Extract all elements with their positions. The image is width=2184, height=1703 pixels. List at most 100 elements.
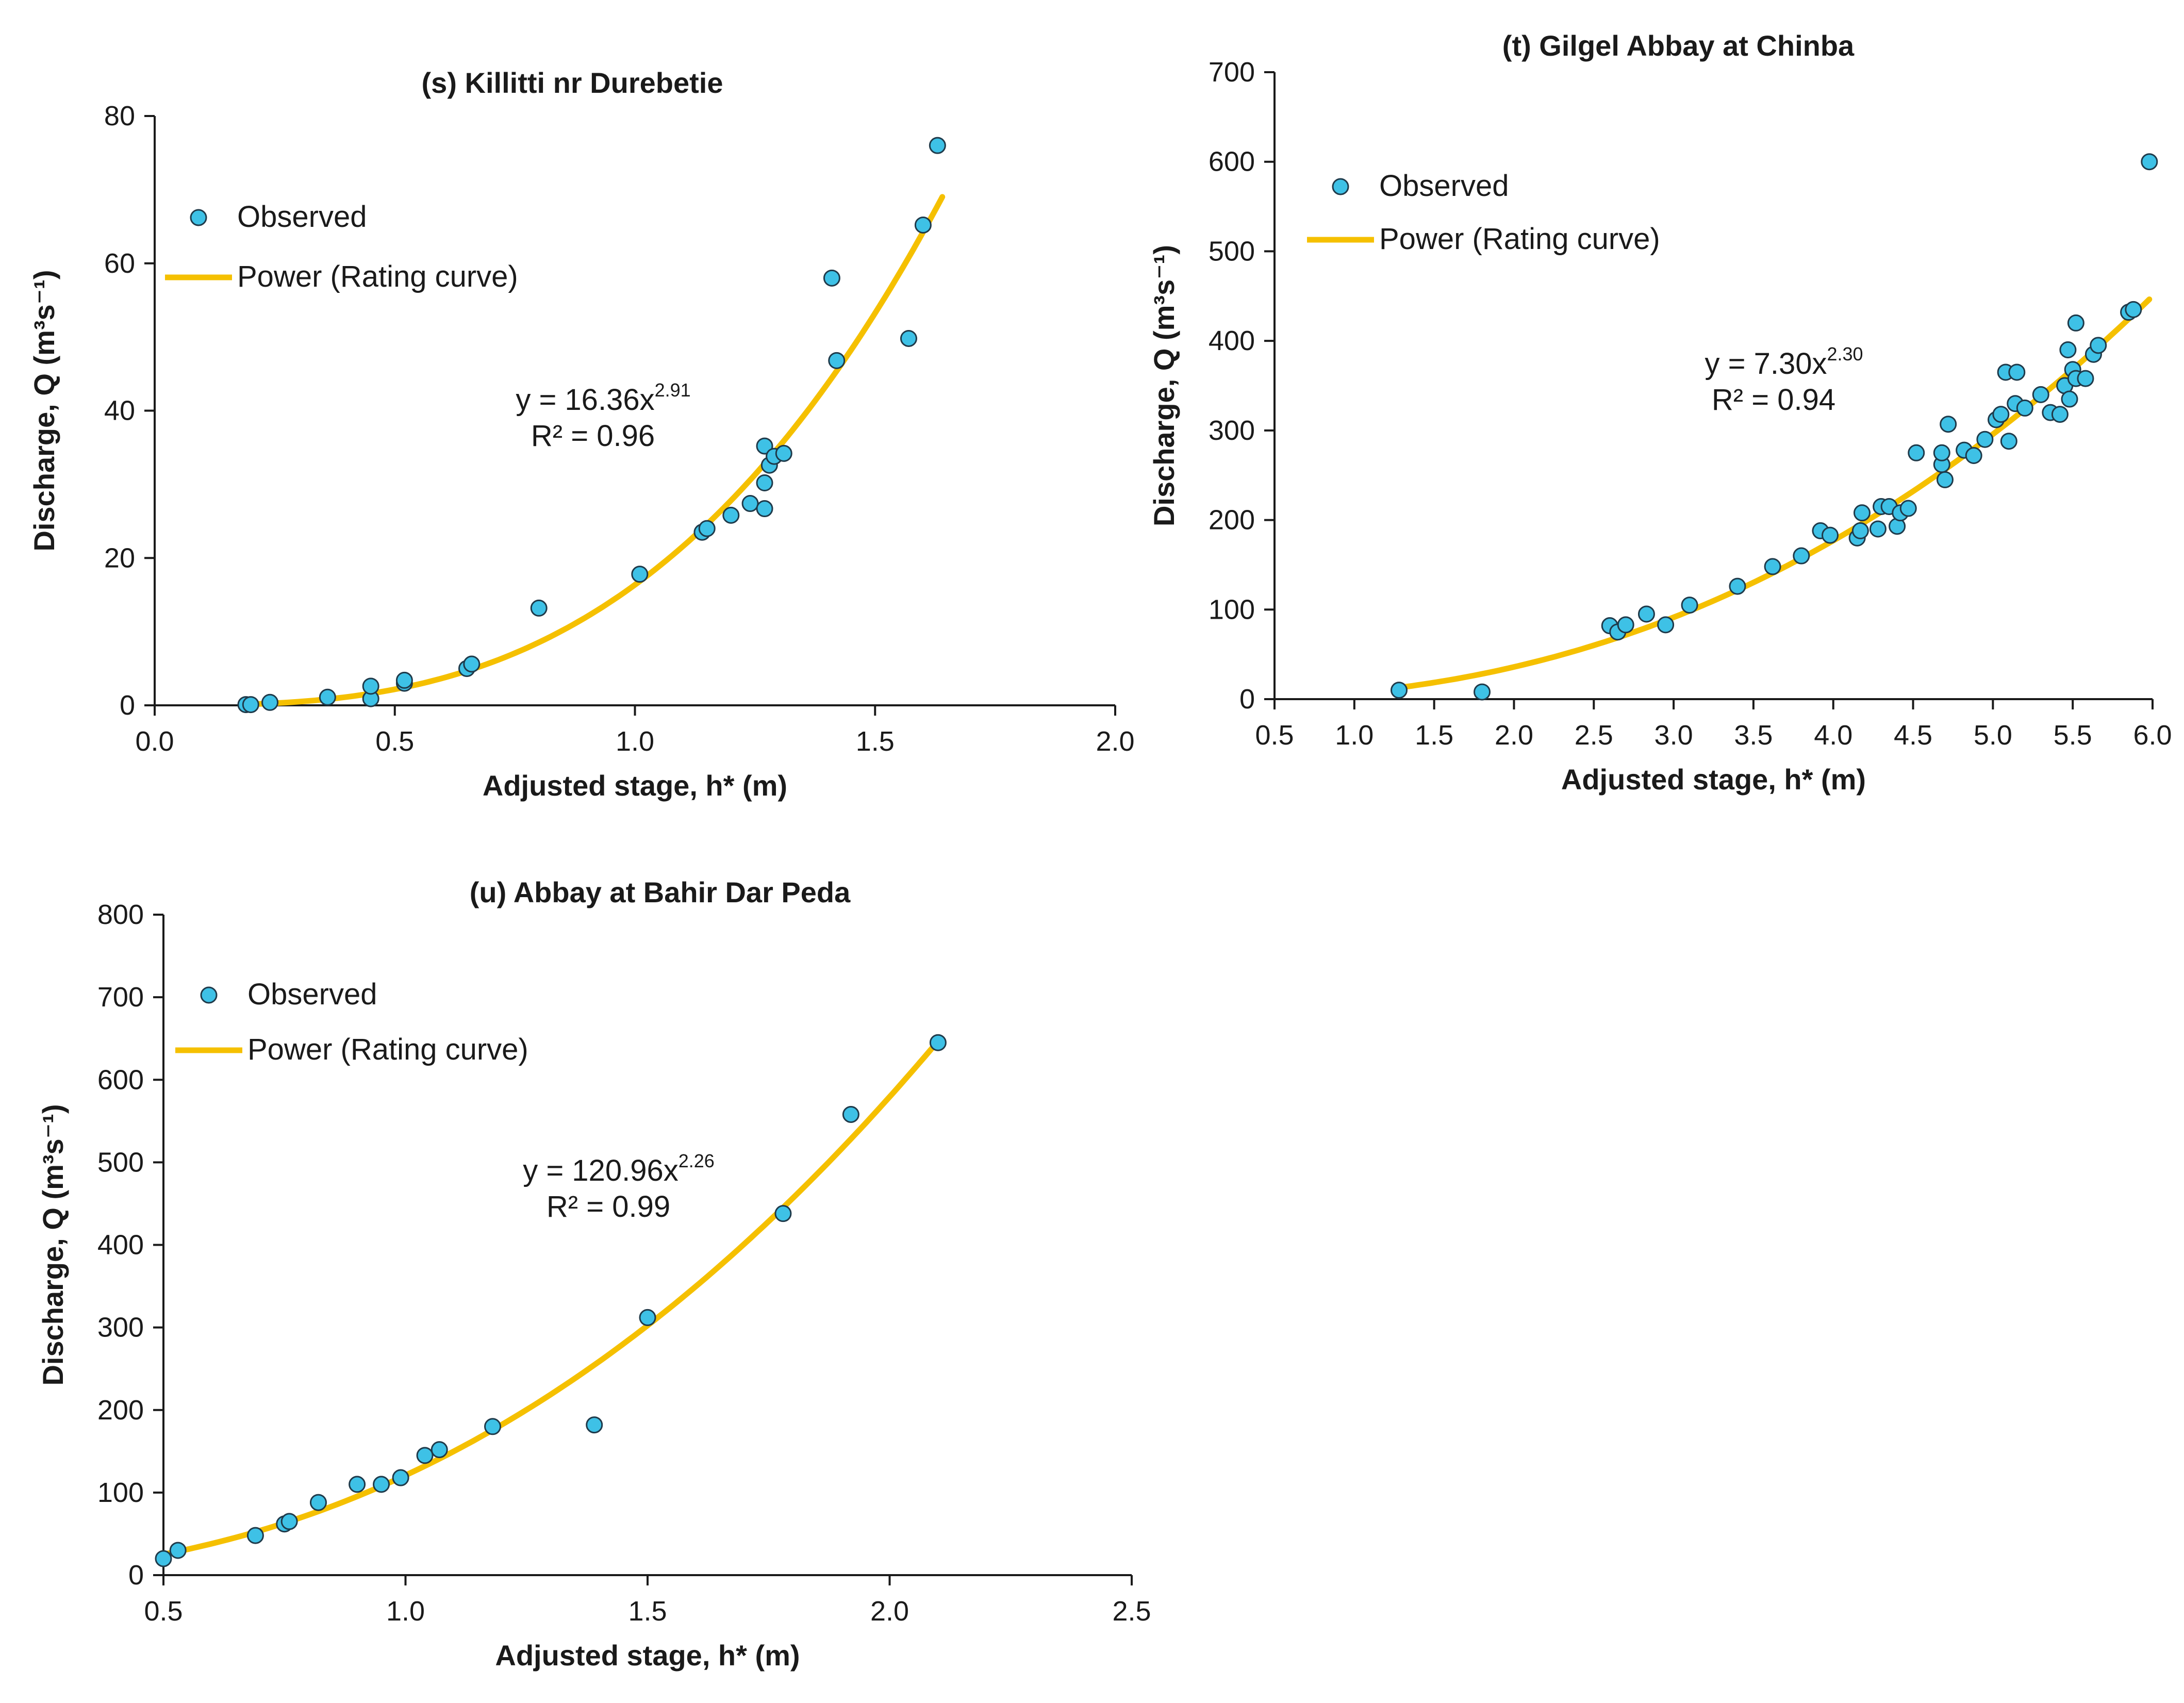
observed-point <box>2016 399 2033 417</box>
observed-point <box>2000 433 2017 450</box>
observed-point <box>261 693 279 711</box>
legend-observed-label: Observed <box>247 978 377 1011</box>
observed-point <box>1908 444 1925 461</box>
chart-title: (u) Abbay at Bahir Dar Peda <box>470 876 851 908</box>
y-tick-label: 40 <box>104 395 135 426</box>
observed-point <box>1869 520 1887 538</box>
y-tick-label: 60 <box>104 248 135 279</box>
observed-point <box>431 1441 448 1459</box>
x-axis-label: Adjusted stage, h* (m) <box>495 1639 800 1672</box>
y-tick-label: 200 <box>97 1395 144 1426</box>
observed-point <box>169 1542 187 1559</box>
observed-point <box>823 269 840 287</box>
x-tick-label: 2.5 <box>1112 1596 1151 1627</box>
x-tick-label: 2.0 <box>1495 720 1533 751</box>
x-tick-label: 3.5 <box>1734 720 1773 751</box>
observed-point <box>463 655 481 673</box>
observed-point <box>2067 314 2084 332</box>
x-tick-label: 0.5 <box>1255 720 1294 751</box>
legend-observed-label: Observed <box>1379 169 1509 203</box>
y-tick-label: 600 <box>1209 146 1255 177</box>
x-tick-label: 1.5 <box>1415 720 1453 751</box>
chart-t: (t) Gilgel Abbay at Chinba 0.5 1.0 1.5 2.0 2.… <box>1148 29 2172 796</box>
rating-curve-line <box>160 1038 941 1558</box>
observed-point <box>698 520 716 537</box>
y-tick-label: 500 <box>1209 236 1255 267</box>
x-tick-label: 1.5 <box>628 1596 667 1627</box>
observed-point <box>1793 547 1810 565</box>
y-tick-label: 700 <box>1209 57 1255 88</box>
legend-observed-marker <box>190 209 207 226</box>
legend-curve-label: Power (Rating curve) <box>247 1033 528 1066</box>
fit-equation: y = 7.30x2.30 <box>1705 343 1863 381</box>
observed-point <box>631 566 649 583</box>
y-tick-label: 400 <box>1209 325 1255 356</box>
observed-point <box>2077 370 2094 387</box>
x-tick-label: 5.0 <box>1974 720 2012 751</box>
observed-point <box>586 1416 603 1434</box>
y-tick-label: 800 <box>97 899 144 930</box>
observed-point <box>2032 386 2049 403</box>
observed-point <box>775 444 792 462</box>
y-tick-label: 400 <box>97 1230 144 1261</box>
y-tick-label: 200 <box>1209 505 1255 536</box>
x-axis-label: Adjusted stage, h* (m) <box>483 769 787 802</box>
x-tick-label: 4.5 <box>1894 720 1932 751</box>
fit-r-squared: R² = 0.99 <box>547 1190 670 1223</box>
y-tick-label: 600 <box>97 1064 144 1095</box>
chart-u: (u) Abbay at Bahir Dar Peda 0.5 1.0 1.5 2.0 2… <box>37 876 1151 1672</box>
y-tick-label: 0 <box>128 1560 144 1591</box>
observed-point <box>1899 500 1917 517</box>
observed-point <box>1764 558 1781 575</box>
observed-point <box>1965 447 1982 464</box>
observed-point <box>2008 363 2026 381</box>
observed-point <box>2090 337 2107 354</box>
observed-point <box>1933 444 1950 461</box>
observed-point <box>280 1513 298 1530</box>
observed-point <box>246 1527 264 1544</box>
observed-point <box>392 1469 409 1486</box>
observed-point <box>1853 504 1871 522</box>
observed-point <box>484 1418 502 1435</box>
chart-title: (t) Gilgel Abbay at Chinba <box>1502 29 1855 62</box>
observed-point <box>319 688 336 706</box>
observed-point <box>1657 616 1675 634</box>
observed-point <box>1976 431 1994 448</box>
y-axis-label: Discharge, Q (m³s⁻¹) <box>37 1104 69 1385</box>
observed-point <box>774 1205 792 1222</box>
x-tick-label: 1.0 <box>616 726 654 757</box>
observed-point <box>1936 471 1954 488</box>
y-tick-label: 300 <box>97 1312 144 1343</box>
observed-point <box>900 329 917 347</box>
observed-point <box>2141 153 2158 171</box>
y-tick-label: 20 <box>104 542 135 573</box>
observed-point <box>2059 341 2077 359</box>
observed-point <box>1851 522 1869 539</box>
observed-point <box>914 216 932 234</box>
legend-observed-label: Observed <box>237 200 367 234</box>
observed-point <box>1474 683 1491 701</box>
observed-point <box>1992 406 2010 423</box>
observed-point <box>842 1106 859 1123</box>
x-tick-label: 6.0 <box>2133 720 2172 751</box>
x-tick-label: 5.5 <box>2054 720 2092 751</box>
observed-point <box>1729 577 1746 595</box>
x-tick-label: 0.5 <box>375 726 414 757</box>
x-tick-label: 3.0 <box>1654 720 1693 751</box>
x-axis-label: Adjusted stage, h* (m) <box>1561 763 1866 796</box>
observed-point <box>1940 416 1957 433</box>
x-tick-label: 4.0 <box>1814 720 1852 751</box>
observed-point <box>2061 390 2078 408</box>
observed-point <box>2125 301 2142 318</box>
observed-point <box>309 1494 327 1511</box>
chart-s: (s) Killitti nr Durebetie 0.0 0.5 1.0 1.5 2.0… <box>28 67 1135 802</box>
x-tick-label: 1.5 <box>856 726 895 757</box>
x-tick-label: 0.5 <box>144 1596 183 1627</box>
observed-point <box>756 500 773 518</box>
observed-point <box>929 137 946 154</box>
observed-point <box>530 599 548 617</box>
observed-point <box>929 1034 947 1051</box>
legend-curve-label: Power (Rating curve) <box>1379 222 1660 256</box>
fit-equation: y = 16.36x2.91 <box>516 379 690 417</box>
